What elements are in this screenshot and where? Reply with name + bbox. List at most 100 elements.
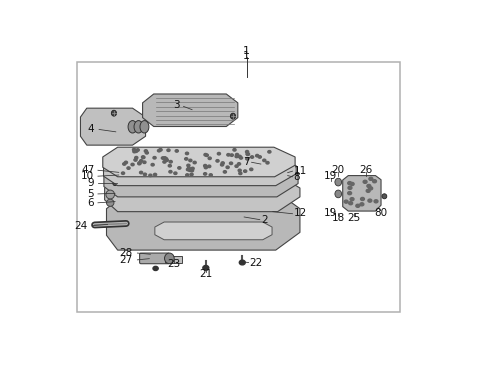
Text: 3: 3 [174,100,180,110]
Polygon shape [155,222,272,240]
Circle shape [174,172,177,174]
Polygon shape [103,147,295,177]
Ellipse shape [335,178,342,186]
FancyBboxPatch shape [140,253,169,264]
Circle shape [360,197,364,200]
Ellipse shape [113,181,117,185]
Text: 22: 22 [250,258,263,268]
Circle shape [246,153,249,155]
Circle shape [268,151,271,153]
Circle shape [220,164,224,166]
Ellipse shape [111,110,117,116]
Polygon shape [81,108,145,145]
Circle shape [153,266,158,270]
Circle shape [203,265,209,270]
Circle shape [135,156,138,159]
Circle shape [369,187,372,190]
Ellipse shape [106,190,115,199]
Circle shape [136,149,139,151]
Circle shape [348,182,352,185]
Text: 5: 5 [87,189,94,199]
Ellipse shape [230,113,236,119]
Circle shape [350,182,354,185]
Circle shape [142,156,144,158]
Circle shape [236,154,239,156]
Text: 11: 11 [294,166,307,176]
Circle shape [169,170,172,173]
Ellipse shape [128,121,137,133]
Circle shape [208,157,211,159]
Ellipse shape [165,253,174,264]
Text: 19: 19 [324,207,337,218]
Circle shape [258,156,261,158]
Circle shape [187,164,190,167]
Circle shape [367,184,371,187]
Text: 18: 18 [332,214,345,223]
Circle shape [344,200,348,203]
Circle shape [185,158,188,160]
Circle shape [191,167,194,170]
Circle shape [256,154,259,157]
Circle shape [230,154,233,156]
Circle shape [145,152,148,154]
Circle shape [175,150,179,152]
Circle shape [238,155,241,158]
Circle shape [216,160,219,162]
Circle shape [356,204,360,207]
Circle shape [134,150,138,152]
Circle shape [235,155,238,158]
Text: 2: 2 [261,215,267,225]
Circle shape [251,156,253,158]
Circle shape [138,162,141,164]
Circle shape [151,164,154,166]
Ellipse shape [134,121,143,133]
Text: 23: 23 [168,259,181,269]
Polygon shape [104,156,296,185]
Text: 10: 10 [81,171,94,181]
Circle shape [227,154,230,156]
FancyBboxPatch shape [165,256,181,263]
Circle shape [149,174,152,177]
Circle shape [153,157,156,159]
Text: 19: 19 [324,171,337,181]
Circle shape [363,180,367,183]
Circle shape [178,167,181,169]
Text: 47: 47 [81,165,94,175]
Circle shape [161,157,165,159]
Text: 27: 27 [120,255,132,265]
Text: 26: 26 [359,165,372,175]
Ellipse shape [107,199,114,206]
Circle shape [159,149,162,151]
Circle shape [127,167,130,169]
Circle shape [144,150,147,152]
Circle shape [133,150,136,153]
Circle shape [238,169,241,172]
Text: 12: 12 [294,208,307,218]
Circle shape [124,161,128,164]
Polygon shape [107,194,300,250]
Circle shape [163,161,166,163]
Circle shape [134,159,137,161]
Circle shape [190,173,193,175]
Circle shape [246,153,250,156]
Circle shape [238,163,240,165]
Text: 7: 7 [243,157,250,167]
Polygon shape [105,175,300,212]
Circle shape [369,177,373,180]
Circle shape [144,173,146,175]
Circle shape [165,157,168,160]
Ellipse shape [382,194,387,199]
Circle shape [368,199,372,202]
Circle shape [233,149,236,151]
Circle shape [349,202,353,205]
Circle shape [208,165,211,167]
Text: 6: 6 [87,198,94,208]
Circle shape [121,172,125,174]
Circle shape [168,164,171,167]
Circle shape [157,149,161,152]
Circle shape [209,174,212,176]
Circle shape [223,170,227,173]
Circle shape [221,162,224,164]
Circle shape [348,192,351,195]
Text: 1: 1 [243,46,250,56]
